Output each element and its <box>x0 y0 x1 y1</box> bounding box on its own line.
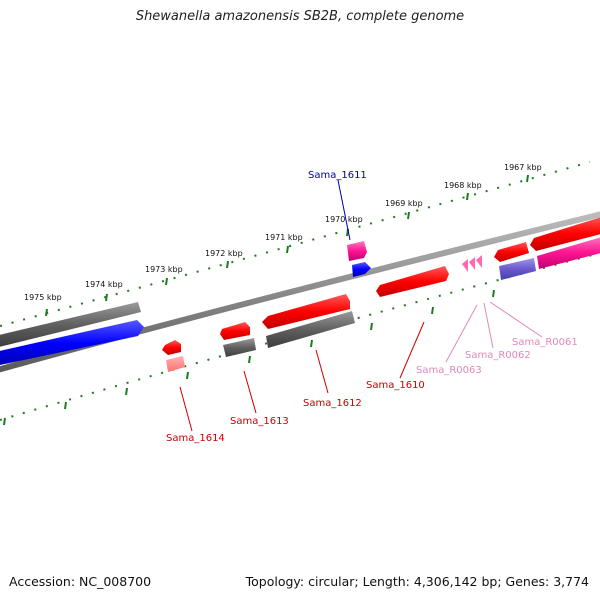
gene-sama-1613[interactable] <box>220 322 250 340</box>
accession-text: Accession: NC_008700 <box>9 574 152 589</box>
genome-backbone <box>0 211 600 373</box>
gene-sama-1612-gray[interactable] <box>266 311 355 348</box>
kbp-label-1967: 1967 kbp <box>504 163 542 172</box>
label-sama-1612: Sama_1612 <box>303 398 362 409</box>
label-sama-1613: Sama_1613 <box>230 416 289 427</box>
label-sama-1610: Sama_1610 <box>366 380 425 391</box>
gene-red-right-2[interactable] <box>530 216 600 251</box>
gene-purple-right[interactable] <box>499 258 536 280</box>
gene-sama-1614[interactable] <box>162 340 181 355</box>
kbp-label-1972: 1972 kbp <box>205 249 243 258</box>
outer-tick-track <box>0 161 591 327</box>
label-connectors <box>179 179 543 432</box>
label-sama-1614: Sama_1614 <box>166 433 225 444</box>
kbp-label-1970: 1970 kbp <box>325 215 363 224</box>
inner-major-ticks <box>3 289 495 426</box>
gene-sama-1612[interactable] <box>262 294 350 329</box>
label-sama-r0063: Sama_R0063 <box>416 365 482 376</box>
gene-sama-1613-gray[interactable] <box>223 338 256 357</box>
rna-genes[interactable] <box>462 255 482 272</box>
gene-gray-left[interactable] <box>0 302 141 348</box>
kbp-label-1969: 1969 kbp <box>385 199 423 208</box>
label-sama-1611: Sama_1611 <box>308 170 367 181</box>
kbp-label-1968: 1968 kbp <box>444 181 482 190</box>
gene-blue-left[interactable] <box>0 320 144 366</box>
kbp-label-1973: 1973 kbp <box>145 265 183 274</box>
outer-major-ticks <box>45 174 529 317</box>
label-sama-r0062: Sama_R0062 <box>465 350 531 361</box>
kbp-label-1974: 1974 kbp <box>85 280 123 289</box>
gene-magenta-right[interactable] <box>537 236 600 269</box>
gene-sama-1611-magenta[interactable] <box>347 241 367 261</box>
gene-sama-1610[interactable] <box>376 266 449 297</box>
genome-stats: Topology: circular; Length: 4,306,142 bp… <box>245 574 589 589</box>
gene-sama-1614-part[interactable] <box>166 356 185 372</box>
kbp-label-1975: 1975 kbp <box>24 293 62 302</box>
genome-title: Shewanella amazonensis SB2B, complete ge… <box>135 9 465 24</box>
kbp-label-1971: 1971 kbp <box>265 233 303 242</box>
gene-sama-1611[interactable] <box>352 262 371 277</box>
gene-red-right-1[interactable] <box>494 242 529 262</box>
label-sama-r0061: Sama_R0061 <box>512 337 578 348</box>
